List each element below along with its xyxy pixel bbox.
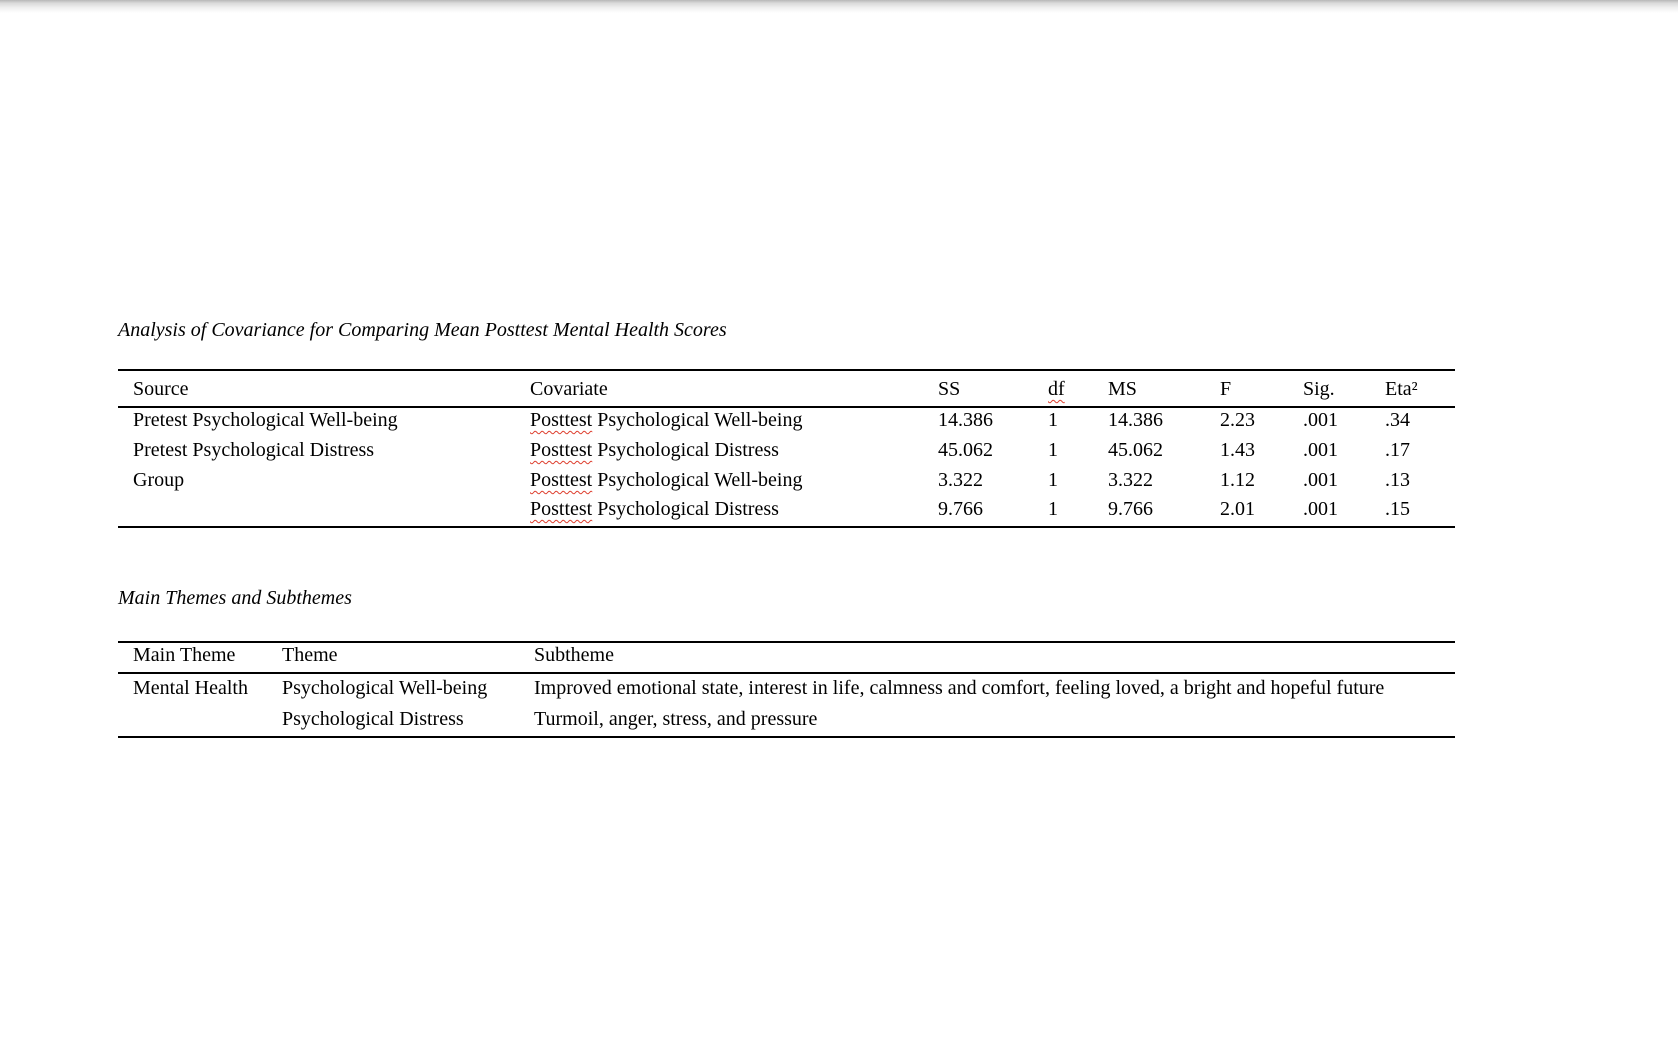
- cell-covariate: Posttest Psychological Distress: [530, 497, 938, 527]
- cell-df: 1: [1048, 469, 1058, 491]
- covariate-text: Psychological Well-being: [597, 409, 803, 431]
- column-header-covariate: Covariate: [530, 378, 608, 400]
- spellcheck-flagged-text: Posttest: [530, 469, 593, 491]
- cell-sig: .001: [1303, 498, 1338, 520]
- column-header-ms: MS: [1108, 378, 1137, 400]
- cell-ms: 3.322: [1108, 469, 1153, 491]
- cell-eta2: .34: [1385, 409, 1410, 431]
- column-header-eta2: Eta²: [1385, 378, 1418, 400]
- cell-covariate: Posttest Psychological Well-being: [530, 407, 938, 437]
- cell-theme: Psychological Distress: [282, 708, 464, 730]
- column-header-source: Source: [133, 378, 189, 400]
- cell-eta2: .13: [1385, 469, 1410, 491]
- table-header-row: Source Covariate SS df MS F Sig. Eta²: [118, 370, 1455, 407]
- cell-sig: .001: [1303, 469, 1338, 491]
- cell-df: 1: [1048, 409, 1058, 431]
- column-header-subtheme: Subtheme: [534, 644, 614, 666]
- window-top-shadow: [0, 0, 1678, 13]
- cell-main-theme: [118, 705, 282, 737]
- ancova-table: Source Covariate SS df MS F Sig. Eta² Pr…: [118, 369, 1455, 528]
- cell-theme: Psychological Well-being: [282, 677, 488, 699]
- cell-ms: 14.386: [1108, 409, 1163, 431]
- cell-covariate: Posttest Psychological Distress: [530, 437, 938, 467]
- spellcheck-flagged-text: Posttest: [530, 498, 593, 520]
- covariate-text: Psychological Distress: [597, 439, 779, 461]
- cell-df: 1: [1048, 498, 1058, 520]
- column-header-f: F: [1220, 378, 1232, 400]
- themes-table-title: Main Themes and Subthemes: [118, 587, 352, 609]
- column-header-df: df: [1048, 370, 1108, 407]
- cell-source: Pretest Psychological Well-being: [133, 409, 398, 431]
- table-row: Posttest Psychological Distress 9.766 1 …: [118, 497, 1455, 527]
- table-row: Pretest Psychological Well-being Posttes…: [118, 407, 1455, 437]
- table-row: Group Posttest Psychological Well-being …: [118, 467, 1455, 497]
- cell-ms: 9.766: [1108, 498, 1153, 520]
- cell-f: 1.12: [1220, 469, 1255, 491]
- cell-df: 1: [1048, 439, 1058, 461]
- table-row: Psychological Distress Turmoil, anger, s…: [118, 705, 1455, 737]
- ancova-table-title: Analysis of Covariance for Comparing Mea…: [118, 319, 727, 341]
- spellcheck-flagged-text: df: [1048, 378, 1065, 400]
- spellcheck-flagged-text: Posttest: [530, 409, 593, 431]
- column-header-theme: Theme: [282, 644, 338, 666]
- cell-f: 1.43: [1220, 439, 1255, 461]
- covariate-text: Psychological Distress: [597, 498, 779, 520]
- cell-ss: 45.062: [938, 439, 993, 461]
- column-header-sig: Sig.: [1303, 378, 1335, 400]
- cell-sig: .001: [1303, 409, 1338, 431]
- cell-ss: 9.766: [938, 498, 983, 520]
- table-row: Mental Health Psychological Well-being I…: [118, 673, 1455, 705]
- cell-f: 2.01: [1220, 498, 1255, 520]
- cell-main-theme: Mental Health: [133, 677, 248, 699]
- column-header-main-theme: Main Theme: [133, 644, 236, 666]
- cell-covariate: Posttest Psychological Well-being: [530, 467, 938, 497]
- table-header-row: Main Theme Theme Subtheme: [118, 642, 1455, 673]
- cell-ss: 14.386: [938, 409, 993, 431]
- column-header-ss: SS: [938, 378, 961, 400]
- cell-source: Pretest Psychological Distress: [133, 439, 375, 461]
- cell-sig: .001: [1303, 439, 1338, 461]
- spellcheck-flagged-text: Posttest: [530, 439, 593, 461]
- cell-source: [118, 497, 530, 527]
- cell-eta2: .15: [1385, 498, 1410, 520]
- cell-f: 2.23: [1220, 409, 1255, 431]
- cell-subtheme: Turmoil, anger, stress, and pressure: [534, 708, 818, 730]
- cell-ms: 45.062: [1108, 439, 1163, 461]
- cell-source: Group: [133, 469, 185, 491]
- cell-eta2: .17: [1385, 439, 1410, 461]
- covariate-text: Psychological Well-being: [597, 469, 803, 491]
- cell-subtheme: Improved emotional state, interest in li…: [534, 677, 1385, 699]
- table-row: Pretest Psychological Distress Posttest …: [118, 437, 1455, 467]
- cell-ss: 3.322: [938, 469, 983, 491]
- themes-table: Main Theme Theme Subtheme Mental Health …: [118, 641, 1455, 738]
